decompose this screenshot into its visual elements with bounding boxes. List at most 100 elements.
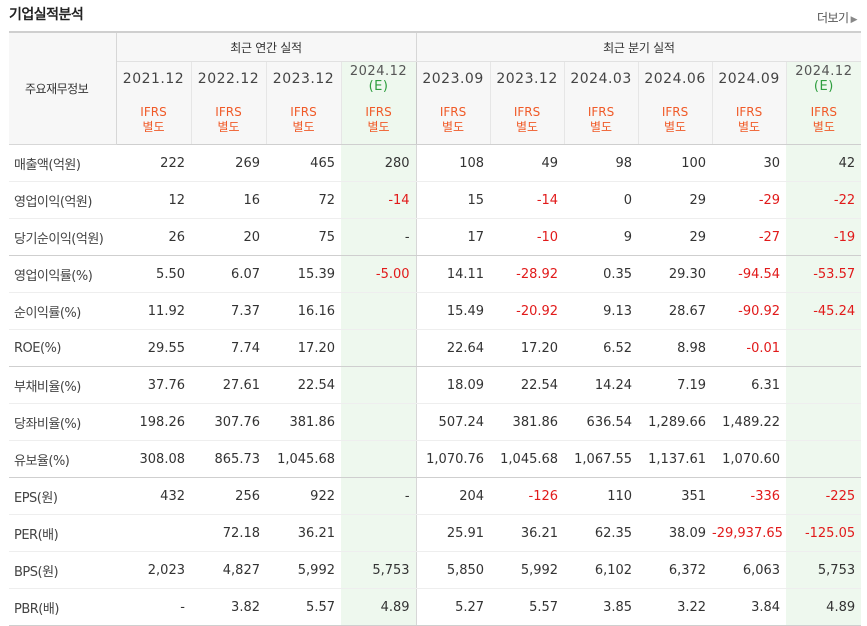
table-row: PBR(배) -3.82 5.57 4.89 5.27 5.57 3.85 3.22 3.84 4… <box>9 588 862 626</box>
table-cell: 507.24 <box>416 403 491 441</box>
table-cell: 36.21 <box>490 514 565 552</box>
row-label: PER(배) <box>9 514 116 552</box>
table-row: 순이익률(%) 11.92 7.37 16.16 15.49 -20.92 9.13 28.6… <box>9 292 862 330</box>
row-label: BPS(원) <box>9 551 116 589</box>
table-cell: 72.18 <box>191 514 266 552</box>
accounting-standard-header: IFRS 별도 <box>416 96 491 145</box>
table-cell: 5,753 <box>786 551 862 589</box>
standard-line2: 별도 <box>738 120 761 134</box>
table-cell: 1,070.60 <box>712 440 787 478</box>
accounting-standard-header: IFRS 별도 <box>266 96 342 145</box>
table-cell: 38.09 <box>638 514 713 552</box>
table-row: 당기순이익(억원) 26 20 75-17 -10 9 29 -27 -19 <box>9 218 862 256</box>
table-cell: -126 <box>490 477 565 515</box>
table-cell: -45.24 <box>786 292 862 330</box>
table-cell <box>341 366 417 404</box>
row-label: EPS(원) <box>9 477 116 515</box>
table-cell: -5.00 <box>341 255 417 293</box>
standard-line2: 별도 <box>812 120 835 134</box>
chevron-right-icon: ▶ <box>850 15 858 25</box>
table-cell: 16.16 <box>266 292 341 330</box>
table-row: 영업이익률(%) 5.50 6.07 15.39 -5.00 14.11 -28.92 0.3… <box>9 255 862 293</box>
table-cell: 0.35 <box>564 255 639 293</box>
table-cell: 9 <box>564 218 639 256</box>
table-cell: 6,102 <box>564 551 639 589</box>
table-cell: 432 <box>116 477 191 515</box>
table-cell: 4,827 <box>191 551 266 589</box>
table-cell: 204 <box>416 477 491 515</box>
table-cell: -29,937.65 <box>712 514 787 552</box>
table-cell: 29.55 <box>116 329 191 367</box>
table-cell: 16 <box>191 181 266 219</box>
period-header: 2023.12 <box>490 61 565 96</box>
table-row: 당좌비율(%) 198.26 307.76 381.86 507.24 381.86 636… <box>9 403 862 441</box>
estimate-mark: (E) <box>813 79 834 94</box>
table-cell: 5.57 <box>266 588 341 626</box>
table-cell: 5,992 <box>266 551 341 589</box>
table-cell: -29 <box>712 181 787 219</box>
table-cell: 36.21 <box>266 514 341 552</box>
accounting-standard-header: IFRS 별도 <box>786 96 862 145</box>
table-cell: 7.19 <box>638 366 713 404</box>
table-cell: 5,850 <box>416 551 491 589</box>
table-cell: 1,067.55 <box>564 440 639 478</box>
table-cell: 26 <box>116 218 191 256</box>
financial-summary-table: 주요재무정보 최근 연간 실적 최근 분기 실적 2021.12 2022.12… <box>9 31 862 626</box>
period-label: 2024.12 <box>349 64 408 79</box>
table-cell: 42 <box>786 144 862 182</box>
period-header: 2023.12 <box>266 61 342 96</box>
table-cell: 108 <box>416 144 491 182</box>
standard-line1: IFRS <box>365 105 392 119</box>
more-link-label: 더보기 <box>816 11 849 25</box>
table-cell: 6.07 <box>191 255 266 293</box>
table-cell: 3.82 <box>191 588 266 626</box>
table-cell: -336 <box>712 477 787 515</box>
table-cell: 15 <box>416 181 491 219</box>
table-cell: -19 <box>786 218 862 256</box>
table-cell: 307.76 <box>191 403 266 441</box>
annual-group-header: 최근 연간 실적 <box>116 31 417 62</box>
standard-line1: IFRS <box>587 105 615 119</box>
table-cell: 15.49 <box>416 292 491 330</box>
table-cell: 308.08 <box>116 440 191 478</box>
table-cell: 1,489.22 <box>712 403 787 441</box>
table-cell: 5.57 <box>490 588 565 626</box>
standard-line1: IFRS <box>290 105 317 119</box>
table-cell <box>341 440 417 478</box>
row-label: 부채비율(%) <box>9 366 116 404</box>
table-cell: -53.57 <box>786 255 862 293</box>
table-cell: 6.31 <box>712 366 787 404</box>
table-cell: 3.22 <box>638 588 713 626</box>
standard-line2: 별도 <box>590 120 613 134</box>
table-cell: - <box>341 218 417 256</box>
period-header: 2023.09 <box>416 61 491 96</box>
accounting-standard-header: IFRS 별도 <box>490 96 565 145</box>
table-cell: 256 <box>191 477 266 515</box>
table-cell <box>786 440 862 478</box>
table-cell: 198.26 <box>116 403 191 441</box>
more-link[interactable]: 더보기 ▶ <box>816 9 858 26</box>
table-cell <box>341 292 417 330</box>
table-cell: 5.27 <box>416 588 491 626</box>
table-cell: -27 <box>712 218 787 256</box>
table-cell: 98 <box>564 144 639 182</box>
row-label: 순이익률(%) <box>9 292 116 330</box>
row-label: 영업이익(억원) <box>9 181 116 219</box>
table-cell: 72 <box>266 181 341 219</box>
table-cell: 22.64 <box>416 329 491 367</box>
table-cell: -20.92 <box>490 292 565 330</box>
table-cell: 381.86 <box>266 403 341 441</box>
table-cell: 5.50 <box>116 255 191 293</box>
standard-line2: 별도 <box>142 120 165 134</box>
accounting-standard-header: IFRS 별도 <box>116 96 192 145</box>
table-cell: 922 <box>266 477 341 515</box>
table-cell: 5,992 <box>490 551 565 589</box>
table-cell: 269 <box>191 144 266 182</box>
period-header: 2024.06 <box>638 61 713 96</box>
table-cell <box>116 514 191 552</box>
row-label: 유보율(%) <box>9 440 116 478</box>
standard-line2: 별도 <box>292 120 315 134</box>
table-cell: 29.30 <box>638 255 713 293</box>
table-cell: 17.20 <box>266 329 341 367</box>
table-cell: 14.24 <box>564 366 639 404</box>
